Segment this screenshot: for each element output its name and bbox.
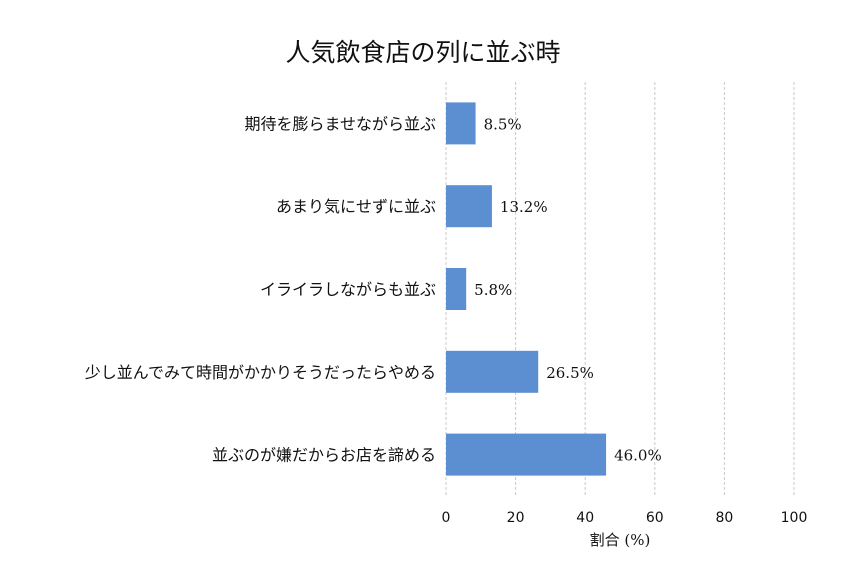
category-label: 並ぶのが嫌だからお店を諦める: [212, 446, 436, 465]
data-label: 13.2%: [500, 198, 548, 216]
x-tick-label: 80: [715, 510, 733, 526]
data-label: 5.8%: [474, 281, 512, 299]
category-label: イライラしながらも並ぶ: [260, 280, 436, 299]
x-tick-labels: 0 20 40 60 80 100: [442, 510, 808, 526]
bar: [446, 433, 607, 476]
bar: [446, 268, 467, 310]
grid-lines: [445, 82, 795, 496]
data-labels: 8.5% 13.2% 5.8% 26.5% 46.0%: [474, 115, 662, 464]
chart-title: 人気飲食店の列に並ぶ時: [285, 38, 560, 67]
x-tick-label: 100: [781, 510, 808, 526]
x-tick-label: 0: [442, 510, 451, 526]
x-axis-label: 割合 (%): [590, 531, 651, 549]
bars: [446, 102, 607, 476]
x-tick-label: 60: [646, 510, 664, 526]
data-label: 46.0%: [614, 447, 662, 465]
data-label: 8.5%: [484, 115, 522, 133]
data-label: 26.5%: [546, 364, 594, 382]
x-tick-label: 20: [507, 510, 525, 526]
bar: [446, 350, 539, 393]
category-label: あまり気にせずに並ぶ: [276, 197, 436, 216]
bar: [446, 185, 492, 228]
category-labels: 期待を膨らませながら並ぶあまり気にせずに並ぶイライラしながらも並ぶ少し並んでみて…: [85, 114, 436, 464]
bar: [446, 102, 476, 145]
category-label: 期待を膨らませながら並ぶ: [244, 114, 436, 133]
category-label: 少し並んでみて時間がかかりそうだったらやめる: [85, 363, 436, 382]
x-tick-label: 40: [576, 510, 594, 526]
